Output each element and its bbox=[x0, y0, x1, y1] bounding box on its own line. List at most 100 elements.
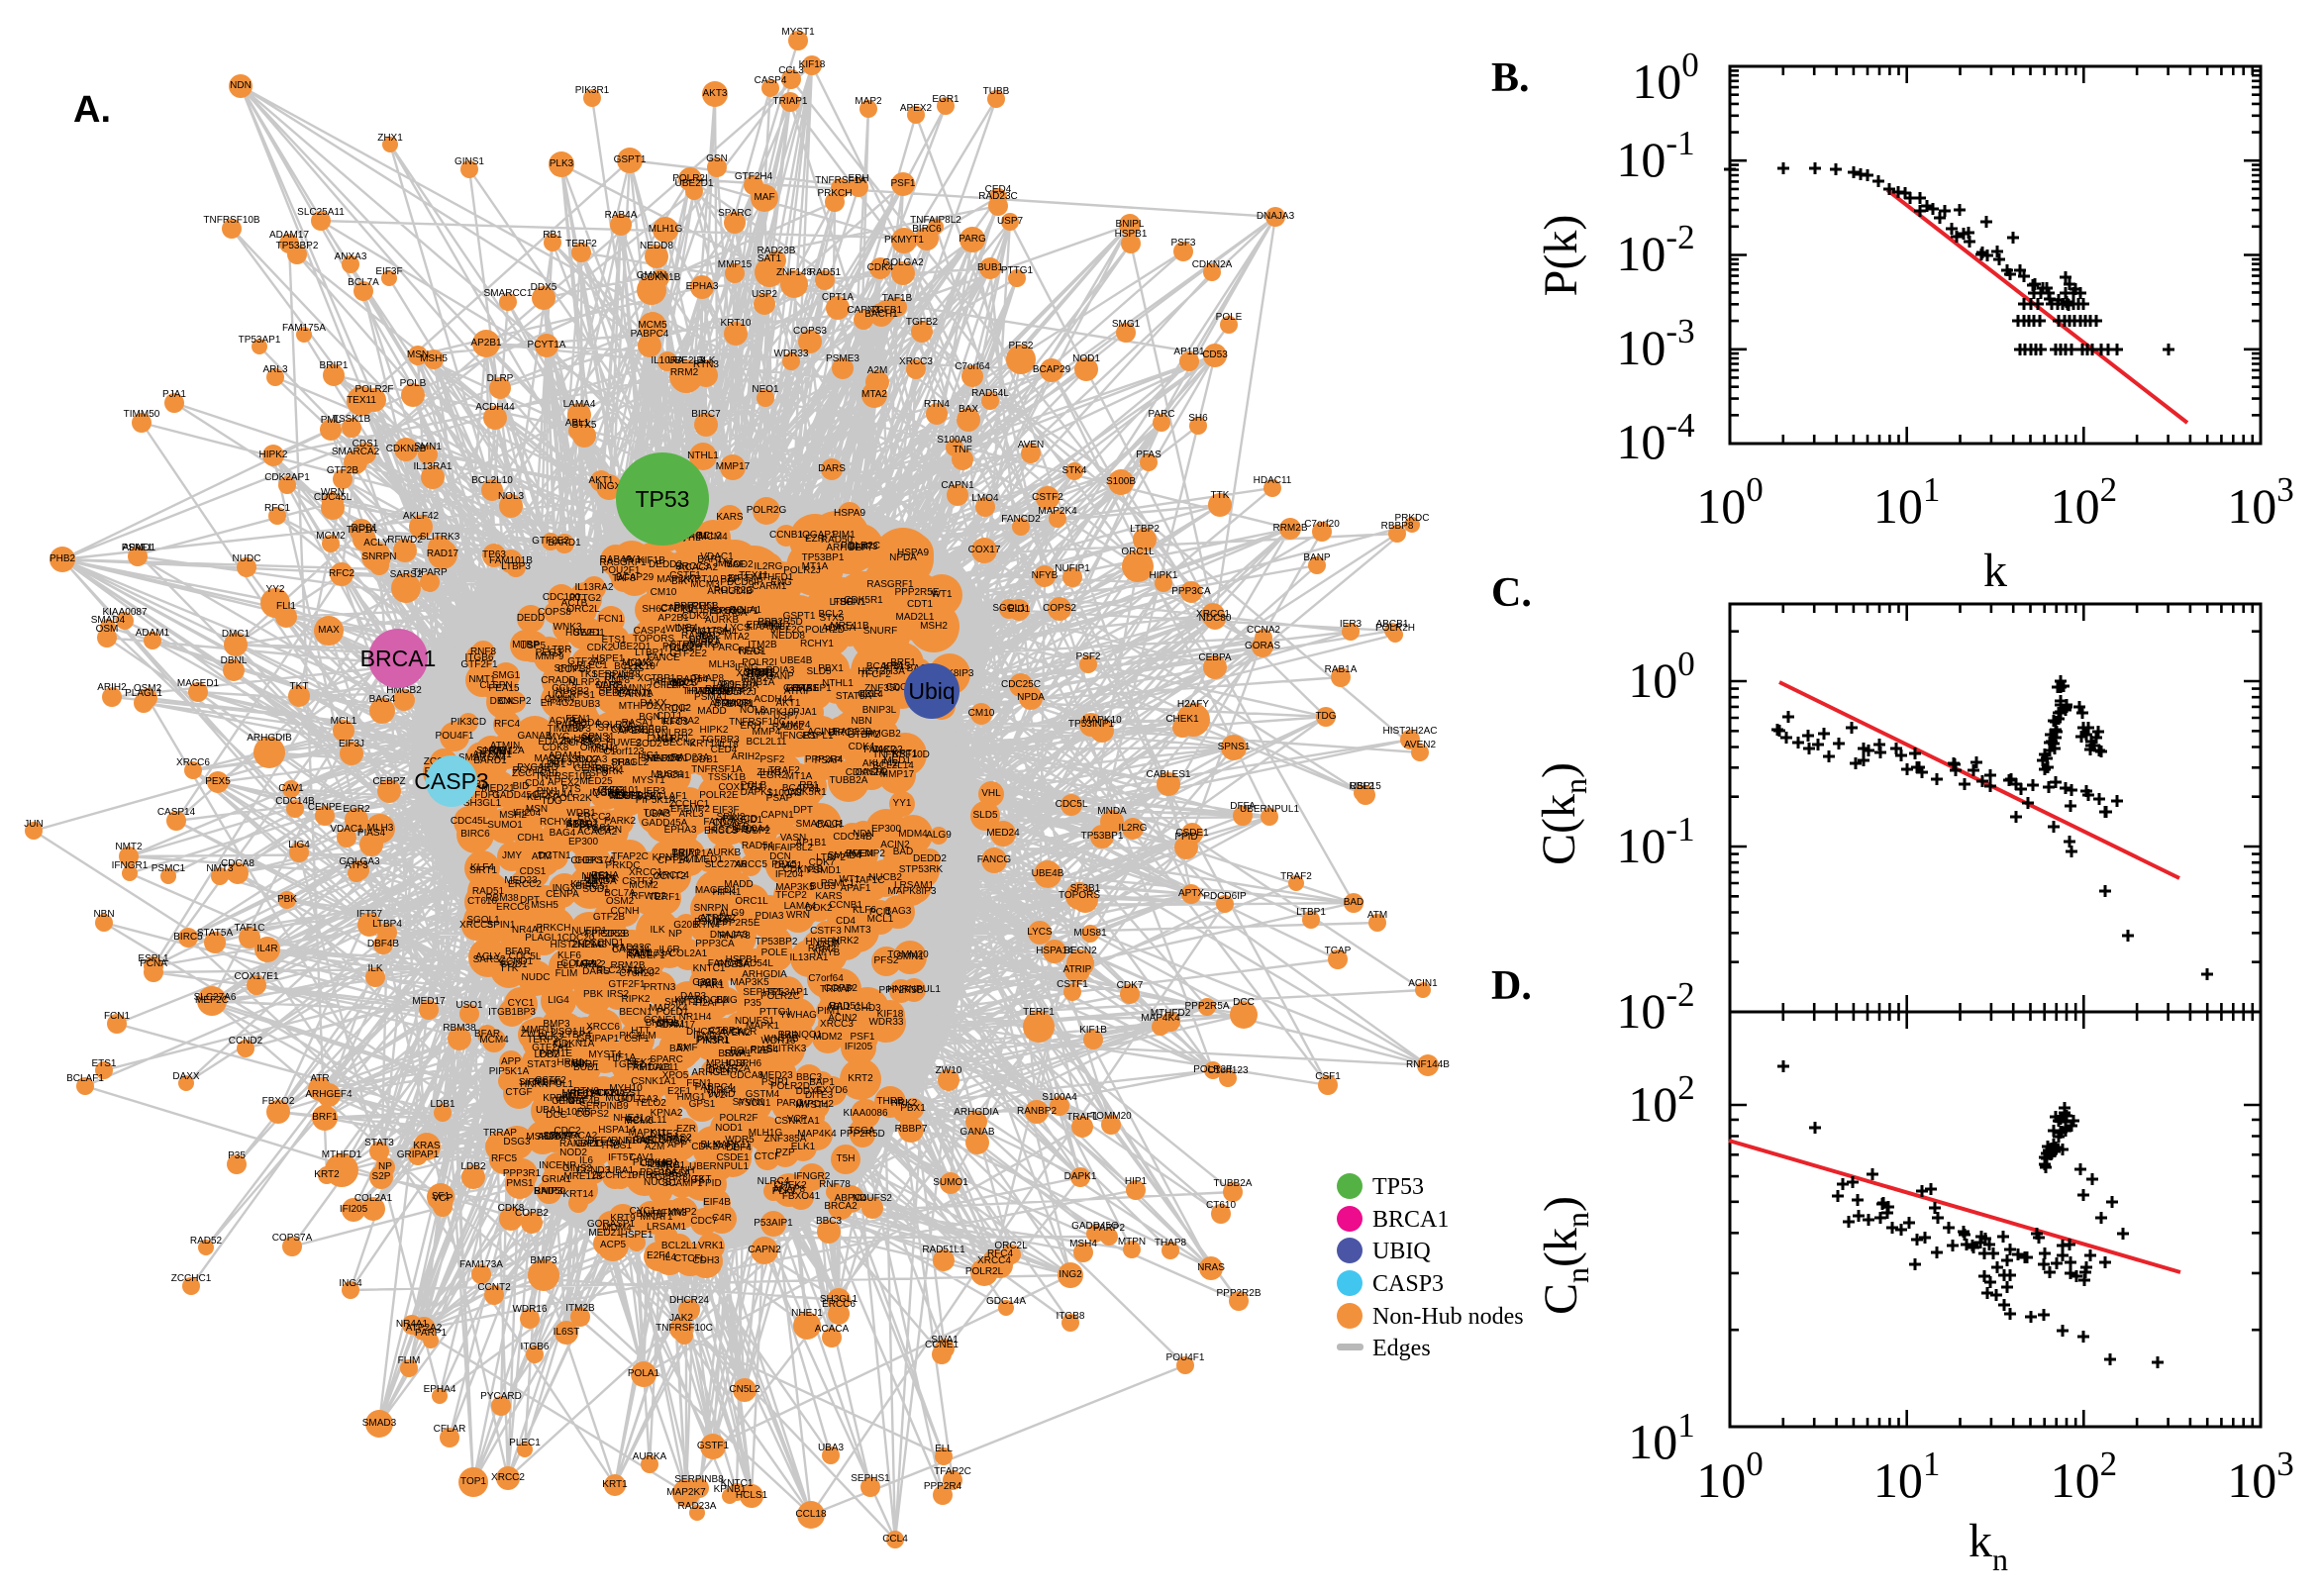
svg-text:PBX1: PBX1 bbox=[818, 663, 844, 674]
svg-text:MED24: MED24 bbox=[986, 828, 1020, 839]
svg-text:EP300: EP300 bbox=[871, 824, 901, 835]
svg-text:RRM2B: RRM2B bbox=[1272, 523, 1307, 534]
svg-text:NMT3: NMT3 bbox=[844, 925, 871, 936]
svg-text:BMF: BMF bbox=[676, 1043, 697, 1053]
svg-text:S100A4: S100A4 bbox=[1042, 1092, 1077, 1103]
svg-text:MDM4: MDM4 bbox=[898, 829, 928, 840]
svg-text:IL18: IL18 bbox=[719, 740, 739, 750]
svg-text:SMARCC1: SMARCC1 bbox=[484, 288, 533, 299]
svg-text:EGR1: EGR1 bbox=[932, 94, 960, 105]
svg-text:PSF2: PSF2 bbox=[759, 754, 784, 765]
svg-text:Ubiq: Ubiq bbox=[908, 678, 955, 704]
svg-text:ARL3: ARL3 bbox=[678, 809, 703, 820]
svg-text:FEN1: FEN1 bbox=[686, 1078, 712, 1089]
svg-text:DLRP: DLRP bbox=[487, 373, 514, 384]
svg-text:GTBP2: GTBP2 bbox=[848, 730, 880, 741]
svg-text:MED23: MED23 bbox=[504, 875, 538, 886]
svg-text:NOD1: NOD1 bbox=[715, 1123, 743, 1134]
svg-text:XRCC3: XRCC3 bbox=[899, 356, 933, 367]
svg-text:C(kn): C(kn) bbox=[1533, 762, 1593, 865]
svg-text:CARM1: CARM1 bbox=[752, 581, 786, 592]
svg-text:PFS2: PFS2 bbox=[1008, 341, 1033, 351]
svg-text:ARHGEF4: ARHGEF4 bbox=[305, 1089, 353, 1100]
svg-text:FCN1: FCN1 bbox=[104, 1011, 131, 1022]
svg-text:ARHGDIA: ARHGDIA bbox=[742, 969, 787, 980]
svg-text:SNRPN: SNRPN bbox=[361, 551, 396, 562]
svg-text:LTBP1: LTBP1 bbox=[1296, 907, 1326, 918]
svg-text:INCENP: INCENP bbox=[539, 1160, 576, 1171]
svg-text:NUFIP1: NUFIP1 bbox=[1055, 563, 1090, 574]
svg-text:MSH4: MSH4 bbox=[1069, 1239, 1097, 1249]
svg-text:UBA3: UBA3 bbox=[645, 809, 671, 820]
svg-text:RFC1: RFC1 bbox=[264, 503, 291, 514]
svg-text:TAF1C: TAF1C bbox=[235, 923, 265, 934]
svg-text:VCP: VCP bbox=[433, 1193, 454, 1204]
svg-text:KIAA0087: KIAA0087 bbox=[746, 622, 790, 633]
svg-text:COPS8: COPS8 bbox=[538, 607, 571, 618]
svg-text:TP53: TP53 bbox=[636, 486, 690, 512]
svg-text:CAV1: CAV1 bbox=[278, 783, 304, 794]
svg-text:MED1: MED1 bbox=[695, 854, 723, 865]
svg-text:MMP15: MMP15 bbox=[718, 259, 753, 270]
svg-text:SERPINB9: SERPINB9 bbox=[579, 1101, 629, 1112]
svg-text:BAD: BAD bbox=[1344, 897, 1364, 908]
svg-text:NBN: NBN bbox=[851, 716, 871, 727]
svg-text:ABCB1: ABCB1 bbox=[1376, 619, 1409, 630]
svg-text:MSN: MSN bbox=[407, 349, 429, 360]
svg-text:XRCC3: XRCC3 bbox=[820, 1019, 854, 1030]
svg-text:PDCD6IP: PDCD6IP bbox=[1203, 891, 1247, 902]
svg-text:DCC: DCC bbox=[1233, 997, 1255, 1008]
svg-text:BAP1: BAP1 bbox=[809, 1077, 835, 1088]
svg-text:DFFA: DFFA bbox=[1230, 801, 1256, 812]
svg-text:SLITRK3: SLITRK3 bbox=[420, 532, 460, 543]
svg-text:RNF78: RNF78 bbox=[719, 931, 751, 942]
svg-text:XRCC5: XRCC5 bbox=[459, 920, 493, 931]
svg-text:HMG1: HMG1 bbox=[677, 1092, 706, 1103]
svg-text:CENPE: CENPE bbox=[308, 802, 343, 813]
svg-text:ARL3: ARL3 bbox=[262, 364, 287, 375]
svg-text:MAX: MAX bbox=[318, 625, 340, 636]
svg-text:HIPK1: HIPK1 bbox=[1150, 570, 1178, 581]
svg-text:TP53INP1: TP53INP1 bbox=[713, 606, 759, 617]
svg-text:MAPK11: MAPK11 bbox=[713, 1140, 752, 1150]
svg-text:NTHL1: NTHL1 bbox=[687, 450, 719, 461]
svg-text:SUMO1: SUMO1 bbox=[487, 820, 523, 831]
svg-text:NBN: NBN bbox=[93, 909, 114, 920]
svg-text:RAD50: RAD50 bbox=[534, 1186, 566, 1197]
svg-text:ZNF350: ZNF350 bbox=[864, 683, 901, 694]
svg-text:k: k bbox=[1983, 545, 2007, 597]
svg-text:POLR2G: POLR2G bbox=[747, 505, 787, 516]
svg-text:GTF2E2: GTF2E2 bbox=[532, 536, 569, 547]
svg-text:CCL18: CCL18 bbox=[795, 1509, 827, 1520]
svg-text:T5H: T5H bbox=[837, 1153, 856, 1164]
svg-text:BUB1: BUB1 bbox=[977, 262, 1004, 273]
svg-text:CDC7: CDC7 bbox=[690, 1216, 718, 1227]
svg-text:COX17: COX17 bbox=[968, 545, 1001, 555]
svg-text:PTTG2: PTTG2 bbox=[569, 593, 602, 604]
svg-text:ANXA3: ANXA3 bbox=[335, 251, 367, 262]
svg-text:CT610: CT610 bbox=[467, 896, 497, 907]
svg-text:CYC1: CYC1 bbox=[630, 1206, 656, 1217]
svg-text:DMC1: DMC1 bbox=[222, 629, 251, 640]
svg-text:RB1: RB1 bbox=[543, 230, 562, 241]
svg-text:KRT1: KRT1 bbox=[602, 1479, 628, 1490]
svg-text:LTBP3: LTBP3 bbox=[501, 561, 531, 572]
svg-text:MLH3: MLH3 bbox=[709, 659, 736, 670]
svg-text:RAB4A: RAB4A bbox=[605, 210, 638, 221]
svg-text:PPP2R5E: PPP2R5E bbox=[894, 587, 939, 598]
svg-text:XRCC6: XRCC6 bbox=[176, 757, 210, 768]
svg-text:HNRNPUL1: HNRNPUL1 bbox=[887, 984, 941, 995]
svg-text:KNTC1: KNTC1 bbox=[721, 1478, 754, 1489]
svg-text:TP53: TP53 bbox=[1372, 1174, 1424, 1200]
svg-text:GSPT1: GSPT1 bbox=[614, 154, 647, 165]
svg-text:SERPINB8: SERPINB8 bbox=[674, 1474, 724, 1485]
svg-text:COPS2: COPS2 bbox=[1043, 603, 1076, 614]
svg-text:DBF4: DBF4 bbox=[697, 978, 723, 989]
svg-text:ING2: ING2 bbox=[1059, 1269, 1082, 1280]
svg-text:ARHGDIB: ARHGDIB bbox=[247, 733, 292, 744]
svg-text:FAM173A: FAM173A bbox=[459, 1259, 503, 1270]
svg-text:ADAM1: ADAM1 bbox=[136, 628, 170, 639]
svg-text:RNF8: RNF8 bbox=[470, 647, 497, 657]
svg-text:SNRPN: SNRPN bbox=[693, 903, 728, 914]
svg-text:PYCARD: PYCARD bbox=[480, 1391, 522, 1402]
